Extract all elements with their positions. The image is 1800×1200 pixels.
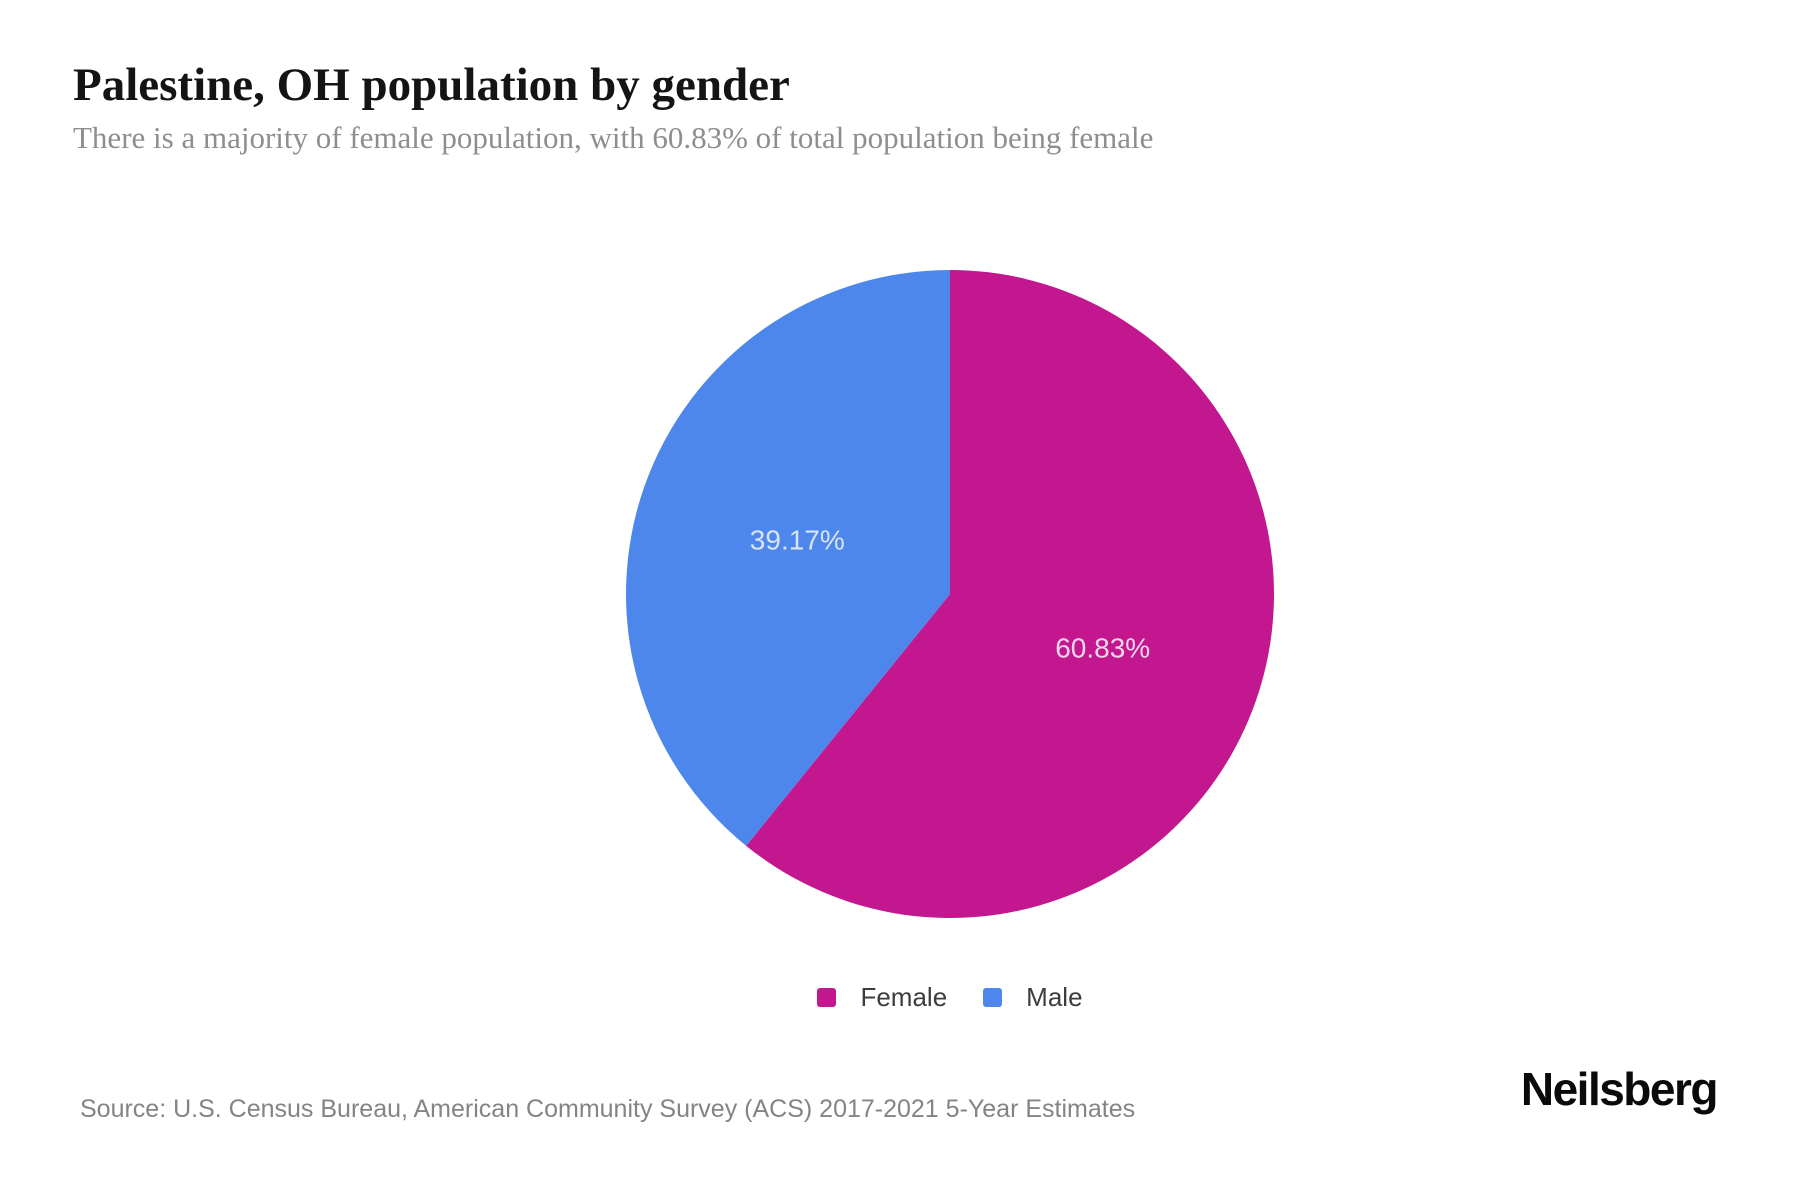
pie-slice-female[interactable] (746, 270, 1274, 918)
legend: Female Male (626, 984, 1274, 1010)
legend-item-male[interactable]: Male (983, 982, 1083, 1012)
page-subtitle: There is a majority of female population… (73, 120, 1154, 155)
page-title: Palestine, OH population by gender (73, 59, 790, 111)
pie-chart: 60.83% 39.17% (626, 270, 1274, 918)
pie-slice-value-label-female: 60.83% (1055, 633, 1150, 664)
legend-swatch-male-icon (983, 987, 1003, 1007)
brand-logo: Neilsberg (1520, 1063, 1719, 1115)
legend-label-female: Female (860, 982, 948, 1012)
legend-item-female[interactable]: Female (817, 984, 947, 1010)
pie-slice-male[interactable] (626, 270, 950, 846)
source-attribution: Source: U.S. Census Bureau, American Com… (80, 1095, 1136, 1123)
legend-swatch-female-icon (817, 987, 837, 1007)
pie-slice-value-label-male: 39.17% (750, 524, 845, 555)
legend-label-male: Male (1026, 982, 1083, 1012)
